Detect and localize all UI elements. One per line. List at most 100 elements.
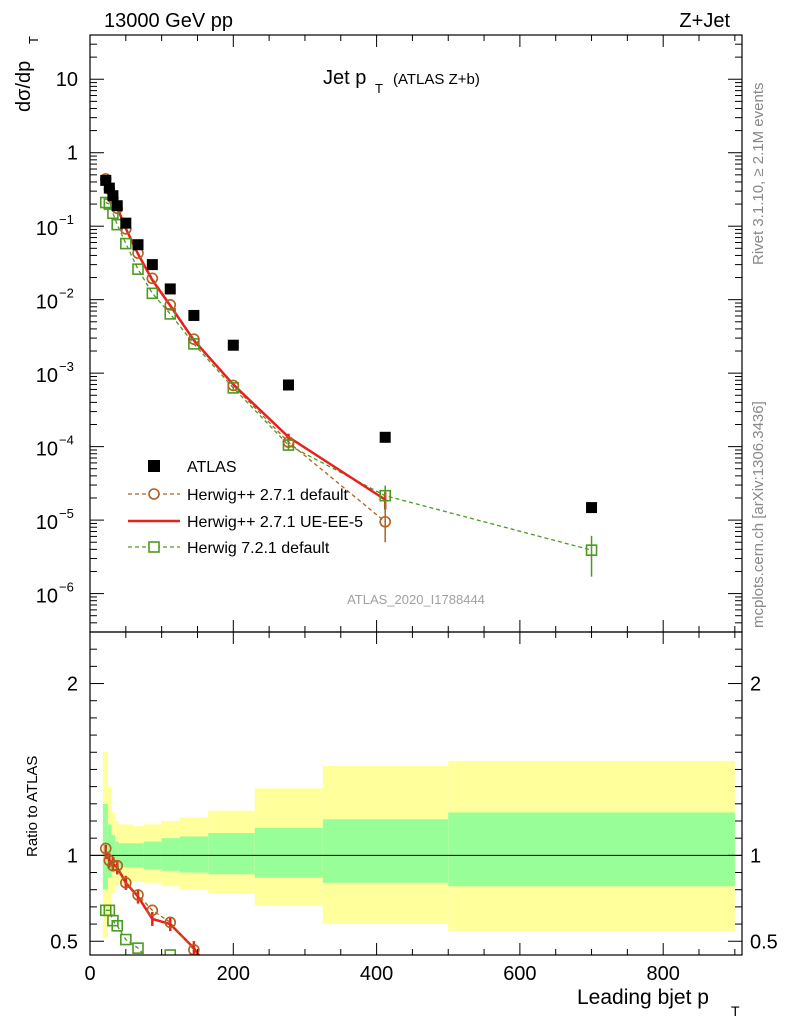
ratio-band-inner	[322, 819, 449, 883]
ratio-point-h721	[164, 949, 177, 955]
main-y-tick-base: 10	[36, 218, 58, 240]
ratio-y-tick-label-right: 0.5	[750, 931, 778, 953]
main-y-tick-label: 10 −2	[36, 286, 74, 314]
legend-marker-h271	[148, 488, 160, 500]
x-tick-label: 800	[646, 963, 679, 985]
main-y-tick-label: 10 −6	[36, 580, 74, 608]
series-line-h721	[105, 201, 592, 551]
data-point-atlas	[379, 431, 391, 443]
main-y-tick-base: 10	[36, 365, 58, 387]
ratio-y-tick-label: 2	[67, 674, 78, 696]
header-collision: 13000 GeV pp	[104, 10, 233, 32]
legend-marker-atlas	[148, 460, 160, 472]
data-point-atlas	[164, 283, 176, 295]
x-axis-label: Leading bjet p T	[577, 986, 740, 1019]
ratio-point-h721	[132, 942, 144, 954]
main-y-tick-exp: −2	[59, 286, 74, 301]
data-point-atlas	[586, 502, 598, 514]
data-point-atlas	[227, 339, 239, 351]
data-point-atlas	[132, 239, 144, 251]
ratio-y-tick-label: 1	[67, 845, 78, 867]
main-y-tick-label: 10 −5	[36, 506, 74, 534]
main-y-tick-label: 10 −3	[36, 359, 74, 387]
data-point-atlas	[103, 182, 115, 194]
legend-item: Herwig++ 2.7.1 UE-EE-5	[128, 514, 363, 531]
main-y-tick-exp: −1	[59, 212, 74, 227]
plot-title-sub: T	[375, 81, 383, 96]
data-point-h271	[188, 333, 200, 345]
ratio-band-inner	[448, 812, 735, 887]
x-tick-label: 200	[217, 963, 250, 985]
legend-marker-h721	[148, 541, 160, 553]
main-y-tick-label: 1	[67, 143, 78, 165]
ratio-y-axis-label: Ratio to ATLAS	[24, 756, 41, 857]
ratio-band-inner	[179, 836, 209, 873]
main-y-tick-base: 10	[36, 586, 58, 608]
analysis-watermark: ATLAS_2020_I1788444	[347, 592, 485, 607]
x-label-sub: T	[731, 1003, 740, 1019]
legend-label: Herwig++ 2.7.1 default	[187, 487, 349, 504]
main-y-axis-label: dσ/dp T	[13, 36, 41, 112]
main-y-tick-label: 10	[56, 69, 78, 91]
main-y-tick-base: 10	[36, 292, 58, 314]
ratio-uncertainty-bands	[90, 752, 742, 938]
main-y-tick-exp: −6	[59, 580, 74, 595]
series-line-ue	[104, 179, 386, 501]
legend: ATLAS Herwig++ 2.7.1 default Herwig++ 2.7.…	[128, 459, 363, 557]
main-y-tick-exp: −5	[59, 506, 74, 521]
data-point-h721	[379, 489, 391, 502]
ratio-point-h721	[120, 933, 132, 946]
ratio-line-h721	[105, 909, 171, 955]
legend-item: Herwig++ 2.7.1 default	[128, 487, 349, 504]
legend-label: Herwig 7.2.1 default	[187, 540, 330, 557]
data-point-atlas	[107, 190, 119, 202]
x-tick-label: 400	[360, 963, 393, 985]
ratio-band-inner	[111, 834, 116, 873]
main-y-label-sub: T	[26, 36, 41, 44]
ratio-point-h271	[132, 889, 144, 901]
ratio-frame	[89, 631, 743, 956]
data-point-h721	[585, 544, 598, 556]
x-tick-label: 600	[503, 963, 536, 985]
data-point-atlas	[120, 217, 132, 229]
x-label-text: Leading bjet p	[577, 986, 709, 1009]
main-series	[99, 173, 598, 577]
plot-title-tag: (ATLAS Z+b)	[393, 71, 480, 88]
header-process: Z+Jet	[679, 10, 730, 32]
legend-item: Herwig 7.2.1 default	[128, 540, 330, 557]
ratio-point-h271	[111, 859, 124, 872]
data-point-h271	[227, 379, 240, 392]
ratio-y-tick-label-right: 1	[750, 845, 761, 867]
x-tick-label: 0	[84, 963, 95, 985]
main-y-tick-exp: −3	[59, 359, 74, 374]
data-point-atlas	[111, 200, 123, 212]
data-point-h271	[282, 436, 295, 448]
main-y-tick-label: 10 −1	[36, 212, 74, 240]
data-point-h271	[379, 515, 391, 528]
main-y-tick-base: 10	[36, 439, 58, 461]
data-point-h721	[188, 338, 200, 350]
ratio-band-inner	[161, 838, 180, 871]
data-point-h721	[164, 308, 177, 320]
ratio-band-inner	[254, 827, 323, 878]
data-point-h721	[132, 263, 144, 275]
main-y-tick-exp: −4	[59, 433, 74, 448]
ratio-y-tick-label-right: 2	[750, 674, 761, 696]
data-point-h721	[146, 287, 159, 300]
legend-label: Herwig++ 2.7.1 UE-EE-5	[187, 514, 363, 531]
ratio-point-h271	[146, 904, 159, 917]
ratio-band-inner	[208, 833, 255, 875]
ratio-line-h271	[105, 848, 195, 951]
data-point-atlas	[282, 379, 294, 391]
mcplots-credit: mcplots.cern.ch [arXiv:1306.3436]	[750, 401, 767, 628]
data-point-h271	[146, 272, 159, 285]
data-point-atlas	[188, 309, 200, 321]
data-point-atlas	[146, 259, 158, 271]
plot-title: Jet p T (ATLAS Z+b)	[323, 67, 480, 96]
ratio-point-h271	[107, 859, 119, 872]
main-y-tick-base: 10	[36, 512, 58, 534]
legend-item: ATLAS	[148, 459, 237, 476]
rivet-version-note: Rivet 3.1.10, ≥ 2.1M events	[750, 83, 767, 266]
data-point-atlas	[100, 174, 112, 186]
